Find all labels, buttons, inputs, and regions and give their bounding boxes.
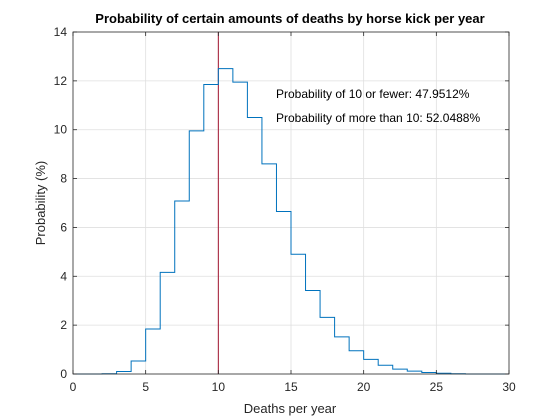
- chart-title: Probability of certain amounts of deaths…: [95, 11, 484, 26]
- y-tick-label: 8: [60, 172, 67, 186]
- x-tick-label: 10: [212, 380, 226, 394]
- y-tick-label: 12: [54, 74, 68, 88]
- y-tick-label: 2: [60, 318, 67, 332]
- x-tick-label: 25: [430, 380, 444, 394]
- series-stairs-line: [73, 68, 509, 375]
- y-tick-label: 14: [54, 25, 68, 39]
- y-tick-label: 10: [54, 123, 68, 137]
- y-tick-label: 0: [60, 367, 67, 381]
- x-axis-label: Deaths per year: [244, 401, 337, 416]
- y-axis-label: Probability (%): [33, 161, 48, 246]
- annotation-more-than-10: Probability of more than 10: 52.0488%: [276, 111, 480, 125]
- series-layer: [73, 68, 509, 375]
- x-tick-label: 30: [502, 380, 516, 394]
- ticks: 0 5 10 15 20 25 30 0 2 4 6 8 10 12 14: [54, 25, 516, 394]
- x-tick-label: 20: [357, 380, 371, 394]
- y-tick-label: 4: [60, 269, 67, 283]
- annotation-10-or-fewer: Probability of 10 or fewer: 47.9512%: [276, 87, 470, 101]
- x-tick-label: 5: [142, 380, 149, 394]
- x-tick-label: 15: [284, 380, 298, 394]
- y-tick-label: 6: [60, 220, 67, 234]
- x-tick-label: 0: [70, 380, 77, 394]
